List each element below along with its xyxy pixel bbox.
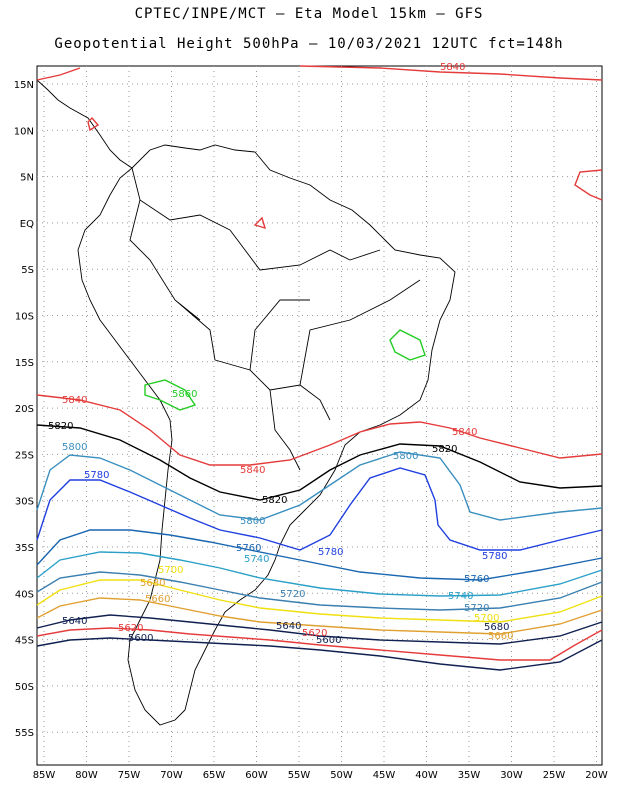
label-5820-east: 5820 <box>432 444 457 455</box>
label-5620-west: 5620 <box>118 623 143 634</box>
contour-5860-brazil <box>389 329 426 361</box>
lon-tick-label: 25W <box>543 770 566 781</box>
lon-tick-label: 50W <box>330 770 353 781</box>
contours <box>36 65 603 671</box>
contour-5720 <box>36 571 603 611</box>
central-america-coast <box>36 79 133 169</box>
lat-tick-label: 50S <box>15 682 34 693</box>
label-5800-mid: 5800 <box>240 516 265 527</box>
label-5780-mid: 5780 <box>318 547 343 558</box>
lat-tick-label: 40S <box>15 589 34 600</box>
label-5640-west: 5640 <box>62 616 87 627</box>
lat-tick-label: 45S <box>15 636 34 647</box>
contour-5700 <box>36 579 603 623</box>
contour-5840-nw <box>87 116 100 132</box>
contour-5840-eq <box>253 216 267 230</box>
label-5860-andes: 5860 <box>172 389 197 400</box>
lat-tick-label: 15S <box>15 358 34 369</box>
label-5600-west: 5600 <box>128 633 153 644</box>
contour-5780 <box>36 467 603 551</box>
lon-tick-label: 70W <box>160 770 183 781</box>
label-5700-east: 5700 <box>474 613 499 624</box>
contour-5600 <box>36 637 603 671</box>
label-5660-east: 5660 <box>488 631 513 642</box>
contour-5820 <box>36 424 603 501</box>
label-5720-mid: 5720 <box>280 589 305 600</box>
axis-tick-labels: 15N 10N 5N EQ 5S 10S 15S 20S 25S 30S 35S 40S 45S 50S 5… <box>14 80 608 781</box>
contour-labels: 5840 5840 5840 5840 5820 5820 5820 5800 … <box>48 62 513 646</box>
label-5800-west: 5800 <box>62 442 87 453</box>
lat-tick-label: EQ <box>20 219 34 230</box>
label-5640-mid: 5640 <box>276 621 301 632</box>
contour-5840 <box>36 394 603 466</box>
label-5660-west: 5660 <box>145 594 170 605</box>
label-5760-east: 5760 <box>464 574 489 585</box>
label-5840-mid: 5840 <box>240 465 265 476</box>
contour-5740 <box>36 551 603 597</box>
lon-tick-label: 85W <box>33 770 56 781</box>
lat-tick-label: 20S <box>15 404 34 415</box>
label-5820-west: 5820 <box>48 421 73 432</box>
lat-tick-label: 10S <box>15 312 34 323</box>
contour-5840-east <box>574 169 603 201</box>
lat-tick-label: 35S <box>15 543 34 554</box>
lat-tick-label: 5S <box>21 265 34 276</box>
label-5840-west: 5840 <box>62 395 87 406</box>
label-5780-west: 5780 <box>84 470 109 481</box>
lat-tick-label: 10N <box>14 126 34 137</box>
contour-5640 <box>36 614 603 645</box>
label-5620-mid: 5620 <box>302 628 327 639</box>
label-5840-east: 5840 <box>452 427 477 438</box>
lon-tick-label: 75W <box>118 770 141 781</box>
label-5800-east: 5800 <box>393 451 418 462</box>
lat-tick-label: 55S <box>15 728 34 739</box>
lon-tick-label: 60W <box>245 770 268 781</box>
lon-tick-label: 20W <box>585 770 608 781</box>
title-line-2: Geopotential Height 500hPa – 10/03/2021 … <box>54 36 564 52</box>
contour-5800 <box>36 451 603 521</box>
lat-tick-label: 15N <box>14 80 34 91</box>
label-5780-east: 5780 <box>482 551 507 562</box>
label-5700-west: 5700 <box>158 565 183 576</box>
lon-tick-label: 30W <box>500 770 523 781</box>
contour-5860-andes <box>144 379 197 411</box>
contour-5760 <box>36 529 603 581</box>
lon-tick-label: 80W <box>75 770 98 781</box>
label-5740-east: 5740 <box>448 591 473 602</box>
label-5760-mid: 5760 <box>236 543 261 554</box>
contour-5840-north <box>36 65 603 81</box>
title-line-1: CPTEC/INPE/MCT – Eta Model 15km – GFS <box>134 6 484 22</box>
lon-tick-label: 45W <box>373 770 396 781</box>
label-5720-east: 5720 <box>464 603 489 614</box>
label-5680-east: 5680 <box>484 622 509 633</box>
lat-tick-label: 30S <box>15 497 34 508</box>
country-borders <box>129 167 421 471</box>
contour-5680 <box>36 597 603 635</box>
south-america-coast <box>77 144 456 726</box>
lat-tick-label: 25S <box>15 450 34 461</box>
label-5680-west: 5680 <box>140 578 165 589</box>
lon-tick-label: 55W <box>288 770 311 781</box>
coastlines <box>36 79 456 726</box>
label-5840-north: 5840 <box>440 62 465 73</box>
label-5740-mid: 5740 <box>244 554 269 565</box>
label-5600-mid: 5600 <box>316 635 341 646</box>
lon-tick-label: 40W <box>415 770 438 781</box>
lat-tick-label: 5N <box>20 173 34 184</box>
contour-5620 <box>36 627 603 661</box>
lon-tick-label: 65W <box>203 770 226 781</box>
label-5820-mid: 5820 <box>262 495 287 506</box>
lon-tick-label: 35W <box>458 770 481 781</box>
